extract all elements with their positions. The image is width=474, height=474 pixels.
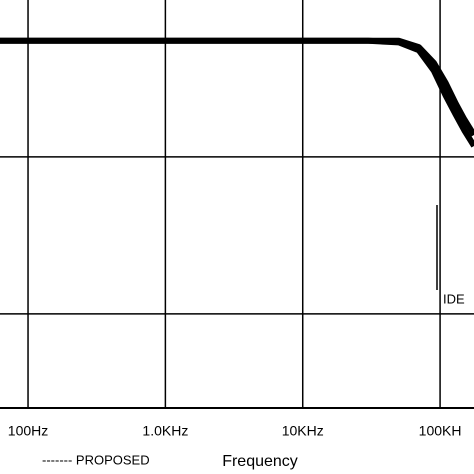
annotation: IDE bbox=[443, 291, 465, 306]
plot: 100Hz 1.0KHz 10KHz 100KH bbox=[0, 0, 474, 439]
x-axis-label: Frequency bbox=[222, 453, 298, 470]
legend-label: ------- PROPOSED bbox=[42, 452, 150, 467]
x-tick-label: 1.0KHz bbox=[142, 423, 188, 439]
x-tick-label: 10KHz bbox=[282, 423, 324, 439]
series-line bbox=[0, 37, 474, 148]
x-tick-label: 100KH bbox=[419, 423, 462, 439]
series-line bbox=[0, 37, 474, 137]
x-tick-label: 100Hz bbox=[8, 423, 48, 439]
